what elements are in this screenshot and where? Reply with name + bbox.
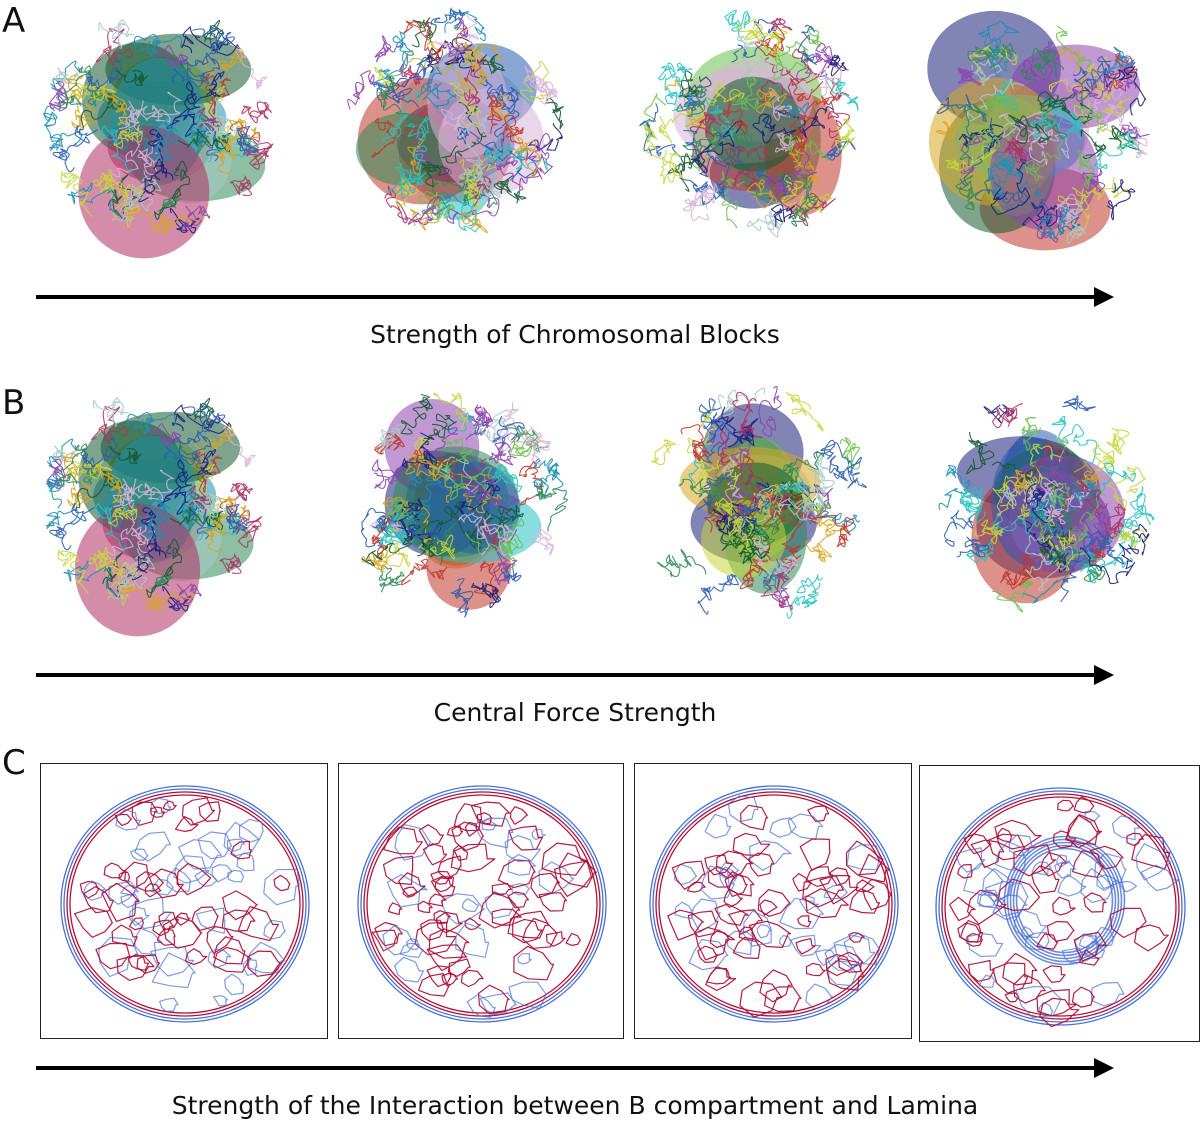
- sphere-b2: [361, 392, 568, 618]
- panel-letter-c: C: [2, 743, 26, 783]
- contour-box-c1: [40, 763, 328, 1039]
- arrow-c: [36, 1058, 1114, 1078]
- sphere-a3: [639, 9, 859, 238]
- contour-map-c3: [649, 785, 899, 1023]
- contour-box-c3: [634, 763, 912, 1039]
- contour-box-c4: [919, 765, 1200, 1042]
- contour-map-c2: [357, 785, 607, 1023]
- sphere-a1: [43, 19, 274, 259]
- arrow-a: [36, 287, 1114, 307]
- contour-map-c4: [935, 787, 1186, 1028]
- sphere-a4: [927, 10, 1150, 251]
- sphere-b3: [650, 385, 867, 619]
- arrow-b: [36, 665, 1114, 685]
- caption-a: Strength of Chromosomal Blocks: [370, 320, 780, 349]
- contour-box-c2: [338, 763, 624, 1039]
- caption-c: Strength of the Interaction between B co…: [171, 1091, 979, 1120]
- panel-letter-a: A: [2, 1, 26, 41]
- contour-map-c1: [60, 785, 310, 1023]
- sphere-b1: [45, 397, 263, 637]
- sphere-a2: [347, 7, 564, 234]
- caption-b: Central Force Strength: [433, 698, 717, 727]
- panel-letter-b: B: [2, 383, 26, 423]
- sphere-b4: [938, 395, 1155, 613]
